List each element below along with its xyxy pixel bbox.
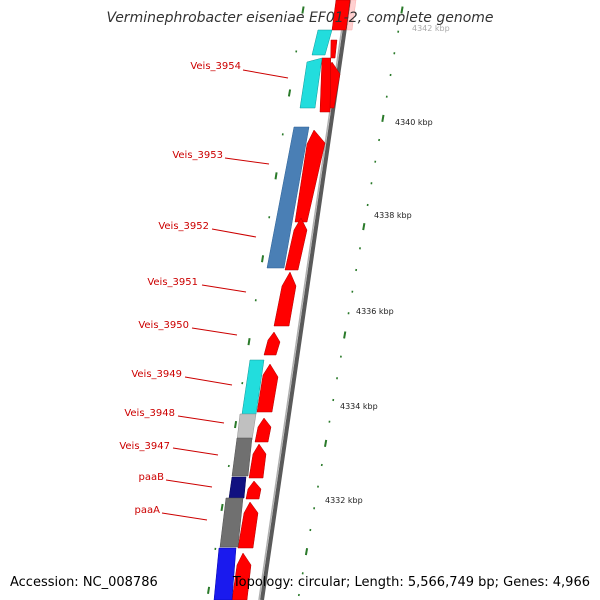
gene-arrow[interactable] (284, 217, 308, 271)
gene-label[interactable]: Veis_3948 (124, 408, 175, 419)
gene-label-leaders (161, 69, 289, 521)
gene-arrow[interactable] (273, 271, 297, 327)
gene-label[interactable]: Veis_3950 (138, 320, 189, 331)
leader-line (191, 327, 238, 336)
cog-block[interactable] (266, 126, 310, 269)
gene-arrow[interactable] (263, 331, 281, 356)
gene-arrow[interactable] (237, 501, 259, 549)
major-tick (220, 503, 224, 512)
cog-block[interactable] (299, 57, 323, 109)
scale-label: 4342 kbp (412, 24, 450, 33)
cog-block[interactable] (231, 437, 253, 477)
gene-label[interactable]: Veis_3949 (131, 369, 182, 380)
cog-block[interactable] (311, 29, 333, 56)
gene-arrow[interactable] (346, 0, 357, 31)
major-tick (287, 89, 292, 97)
forward-gene-track (231, 0, 357, 600)
leader-line (201, 284, 247, 293)
leader-line (177, 415, 225, 424)
leader-line (211, 228, 257, 238)
gene-arrow[interactable] (245, 480, 262, 500)
leader-line (161, 512, 208, 521)
gene-arrow[interactable] (331, 0, 351, 31)
major-tick (207, 586, 211, 594)
gene-label[interactable]: Veis_3952 (158, 221, 209, 232)
gene-arrow[interactable] (256, 363, 279, 413)
gene-label[interactable]: Veis_3954 (190, 61, 241, 72)
cog-block[interactable] (213, 547, 237, 600)
gene-label[interactable]: Veis_3953 (172, 150, 223, 161)
major-tick (274, 172, 278, 180)
inner-scale-ticks (207, 6, 305, 594)
gene-arrow[interactable] (294, 129, 326, 223)
major-tick (343, 331, 347, 339)
gene-label[interactable]: Veis_3951 (147, 277, 198, 288)
gene-labels: Veis_3954 Veis_3953 Veis_3952 Veis_3951 … (119, 61, 241, 516)
scale-label: 4332 kbp (325, 496, 363, 505)
outer-scale-ticks (297, 6, 404, 597)
major-tick (362, 223, 366, 231)
leader-line (224, 157, 270, 165)
map-title: Verminephrobacter eiseniae EF01-2, compl… (106, 10, 494, 26)
gene-arrow[interactable] (231, 552, 252, 600)
cog-block[interactable] (236, 413, 257, 441)
cog-block[interactable] (219, 497, 244, 548)
major-tick (324, 439, 328, 447)
leader-line (242, 69, 289, 79)
gene-arrow[interactable] (248, 443, 267, 479)
gene-label[interactable]: paaB (139, 472, 165, 483)
accession-label: Accession: NC_008786 (10, 575, 158, 590)
scale-label: 4338 kbp (374, 211, 412, 220)
major-tick (304, 548, 309, 556)
cog-block[interactable] (228, 476, 247, 499)
major-tick (234, 420, 238, 429)
major-tick (381, 114, 385, 122)
major-tick (301, 6, 305, 14)
major-tick (261, 255, 265, 263)
scale-labels: 4342 kbp 4340 kbp 4338 kbp 4336 kbp 4334… (325, 24, 450, 505)
major-tick (400, 6, 404, 14)
leader-line (172, 447, 219, 456)
gene-label[interactable]: paaA (135, 505, 161, 516)
leader-line (165, 479, 213, 488)
leader-line (184, 376, 233, 386)
major-tick (247, 338, 251, 346)
genome-summary: Topology: circular; Length: 5,566,749 bp… (232, 575, 590, 590)
scale-label: 4334 kbp (340, 402, 378, 411)
scale-label: 4340 kbp (395, 118, 433, 127)
gene-arrow[interactable] (254, 417, 272, 443)
scale-label: 4336 kbp (356, 307, 394, 316)
gene-label[interactable]: Veis_3947 (119, 441, 170, 452)
cog-category-track (213, 29, 333, 600)
